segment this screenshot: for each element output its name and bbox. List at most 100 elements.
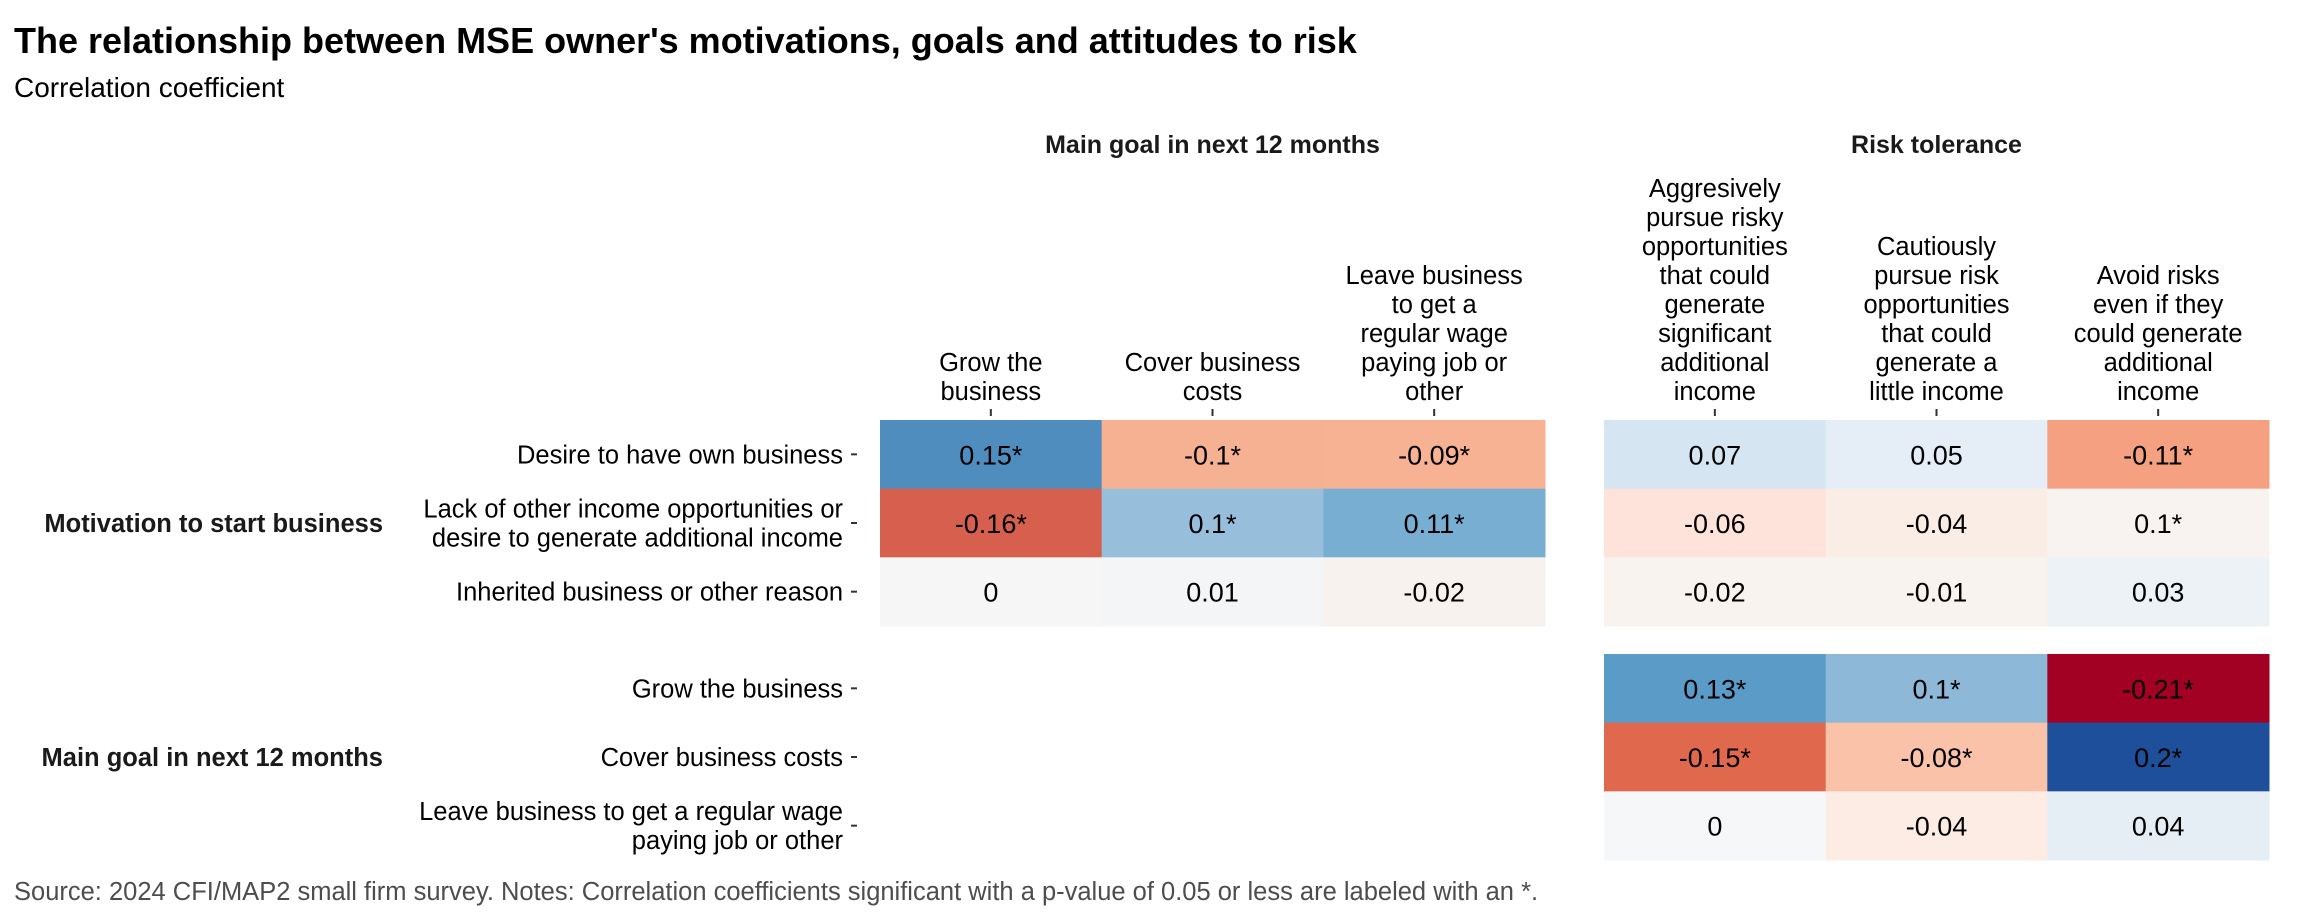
column-label-line: business xyxy=(941,378,1042,406)
row-label-line: Inherited business or other reason xyxy=(456,579,843,607)
heatmap-cell-label: 0.07 xyxy=(1689,440,1742,470)
row-label-line: Lack of other income opportunities or xyxy=(423,496,843,524)
heatmap-cell: -0.09* xyxy=(1323,420,1546,490)
heatmap-cell-rect xyxy=(1323,488,1546,558)
heatmap-cell: 0.01 xyxy=(1101,557,1324,627)
column-label: Leave business to get a regular wage paying… xyxy=(1346,262,1523,406)
heatmap-cell: 0 xyxy=(880,557,1103,627)
heatmap-cell-rect xyxy=(1825,420,2048,490)
heatmap-cell: 0.2* xyxy=(2047,722,2270,792)
column-label-line: additional xyxy=(1660,349,1769,377)
heatmap-cell-label: -0.02 xyxy=(1684,578,1746,608)
heatmap-cell: 0 xyxy=(1604,791,1827,861)
heatmap-cell-rect xyxy=(1101,420,1324,490)
column-label-line: paying job or xyxy=(1361,349,1508,377)
heatmap-cell: -0.16* xyxy=(880,488,1103,558)
column-label: Aggresively pursue risky opportunities that… xyxy=(1642,175,1788,406)
heatmap-cell-rect xyxy=(1825,654,2048,724)
column-label-line: costs xyxy=(1183,378,1243,406)
heatmap-cell: -0.06 xyxy=(1604,488,1827,558)
heatmap-cell-rect xyxy=(2047,654,2270,724)
heatmap-cell-rect xyxy=(880,488,1103,558)
heatmap-cell-rect xyxy=(1101,488,1324,558)
heatmap-cell-label: 0.1* xyxy=(2134,509,2183,539)
row-label: Leave business to get a regular wage payi… xyxy=(419,798,843,855)
column-label-line: Cover business xyxy=(1125,349,1301,377)
column-label: Cover business costs xyxy=(1125,349,1301,406)
heatmap-cell-rect xyxy=(2047,488,2270,558)
heatmap-cell-label: 0 xyxy=(983,578,998,608)
row-label: Grow the business xyxy=(632,675,843,703)
heatmap-cell-label: -0.15* xyxy=(1679,743,1752,773)
heatmap-cell: -0.08* xyxy=(1825,722,2048,792)
row-label-line: Desire to have own business xyxy=(517,441,843,469)
heatmap-cells: 0.15* -0.1* -0.09* -0.16* 0.1* 0.11* 0 0.01 -0.0… xyxy=(880,420,2270,861)
heatmap-cell-label: 0.15* xyxy=(959,440,1023,470)
heatmap-cell: -0.04 xyxy=(1825,791,2048,861)
heatmap-cell-label: 0.1* xyxy=(1912,674,1961,704)
heatmap-cell-label: -0.21* xyxy=(2122,674,2195,704)
heatmap-cell-label: -0.16* xyxy=(955,509,1028,539)
heatmap-cell-label: -0.08* xyxy=(1900,743,1973,773)
heatmap-cell-label: 0.11* xyxy=(1404,509,1466,539)
heatmap-cell: 0.1* xyxy=(1825,654,2048,724)
heatmap-cell-rect xyxy=(1604,420,1827,490)
column-label-line: Leave business xyxy=(1346,262,1523,290)
heatmap-cell-label: 0.2* xyxy=(2134,743,2183,773)
heatmap-cell-label: -0.04 xyxy=(1906,509,1968,539)
row-label-line: Grow the business xyxy=(632,675,843,703)
column-label: Avoid risks even if they could generate add… xyxy=(2074,262,2243,406)
column-label-line: little income xyxy=(1869,378,2004,406)
column-label-line: additional xyxy=(2104,349,2213,377)
heatmap-cell-rect xyxy=(1604,488,1827,558)
row-label-line: desire to generate additional income xyxy=(432,525,843,553)
heatmap-cell-label: -0.04 xyxy=(1906,812,1968,842)
column-label-line: could generate xyxy=(2074,320,2243,348)
heatmap-cell: 0.11* xyxy=(1323,488,1546,558)
row-label-line: paying job or other xyxy=(632,827,844,855)
column-label-line: income xyxy=(1674,378,1756,406)
column-label-line: pursue risky xyxy=(1646,204,1784,232)
heatmap-cell-label: 0.01 xyxy=(1186,578,1239,608)
heatmap-cell-rect xyxy=(1604,791,1827,861)
column-label-line: generate a xyxy=(1876,349,1999,377)
heatmap-cell-rect xyxy=(1825,488,2048,558)
column-label-line: significant xyxy=(1658,320,1771,348)
heatmap-cell-label: -0.09* xyxy=(1398,440,1471,470)
heatmap-cell-rect xyxy=(1604,557,1827,627)
heatmap-cell: 0.05 xyxy=(1825,420,2048,490)
heatmap-cell-rect xyxy=(1604,722,1827,792)
column-label: Cautiously pursue risk opportunities that c… xyxy=(1863,233,2009,406)
heatmap-cell: -0.01 xyxy=(1825,557,2048,627)
column-label: Grow the business xyxy=(939,349,1042,406)
heatmap-cell-label: 0.05 xyxy=(1910,440,1963,470)
heatmap-cell-label: 0 xyxy=(1707,812,1722,842)
column-label-line: to get a xyxy=(1392,291,1478,319)
heatmap-cell: -0.02 xyxy=(1323,557,1546,627)
heatmap-cell-label: 0.1* xyxy=(1188,509,1237,539)
heatmap-cell: 0.13* xyxy=(1604,654,1827,724)
heatmap-cell-label: -0.02 xyxy=(1403,578,1465,608)
heatmap-cell-rect xyxy=(880,420,1103,490)
column-label-line: regular wage xyxy=(1360,320,1507,348)
column-group-headers: Main goal in next 12 months Risk toleranc… xyxy=(1045,131,2022,159)
heatmap-cell-rect xyxy=(1825,557,2048,627)
heatmap-cell-label: -0.11* xyxy=(2123,440,2194,470)
row-group-label: Main goal in next 12 months xyxy=(42,744,383,772)
heatmap-cell: 0.04 xyxy=(2047,791,2270,861)
row-label: Lack of other income opportunities or des… xyxy=(423,496,843,553)
source-note: Source: 2024 CFI/MAP2 small firm survey.… xyxy=(14,878,1538,906)
column-label-line: even if they xyxy=(2093,291,2224,319)
column-label-line: Avoid risks xyxy=(2097,262,2220,290)
chart-title: The relationship between MSE owner's mot… xyxy=(14,20,1358,61)
column-group-header: Risk tolerance xyxy=(1851,131,2022,159)
heatmap-cell: 0.07 xyxy=(1604,420,1827,490)
heatmap-cell-label: 0.13* xyxy=(1683,674,1747,704)
column-label-line: Aggresively xyxy=(1649,175,1781,203)
heatmap-cell-rect xyxy=(1323,557,1546,627)
heatmap-cell-label: 0.03 xyxy=(2132,578,2185,608)
column-label-line: pursue risk xyxy=(1874,262,1999,290)
heatmap-cell: -0.21* xyxy=(2047,654,2270,724)
column-label-line: Cautiously xyxy=(1877,233,1996,261)
